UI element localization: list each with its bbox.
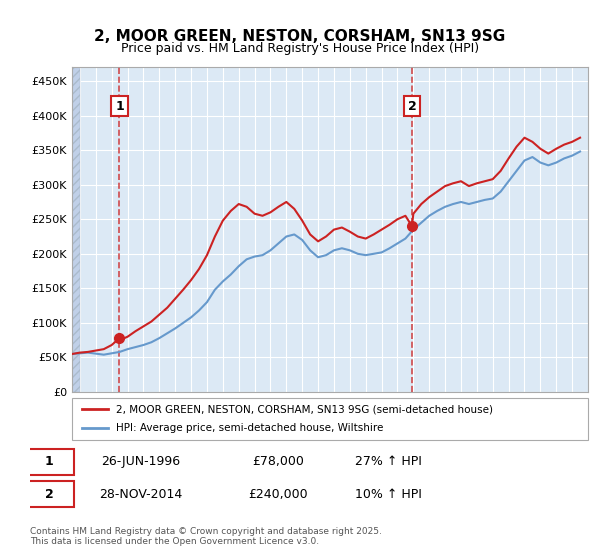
HPI: Average price, semi-detached house, Wiltshire: (2e+03, 5.4e+04): Average price, semi-detached house, Wilt… [100,351,107,358]
Text: 2: 2 [45,488,53,501]
HPI: Average price, semi-detached house, Wiltshire: (2.03e+03, 3.48e+05): Average price, semi-detached house, Wilt… [577,148,584,155]
HPI: Average price, semi-detached house, Wiltshire: (2.01e+03, 2.08e+05): Average price, semi-detached house, Wilt… [338,245,346,251]
2, MOOR GREEN, NESTON, CORSHAM, SN13 9SG (semi-detached house) [449,180,457,186]
Text: 26-JUN-1996: 26-JUN-1996 [101,455,180,469]
Line: 2, MOOR GREEN, NESTON, CORSHAM, SN13 9SG (semi-detached house): 2, MOOR GREEN, NESTON, CORSHAM, SN13 9SG… [72,138,580,354]
Text: Price paid vs. HM Land Registry's House Price Index (HPI): Price paid vs. HM Land Registry's House … [121,42,479,55]
Text: 1: 1 [45,455,53,469]
Text: Contains HM Land Registry data © Crown copyright and database right 2025.
This d: Contains HM Land Registry data © Crown c… [30,526,382,546]
Text: 27% ↑ HPI: 27% ↑ HPI [355,455,422,469]
Text: 10% ↑ HPI: 10% ↑ HPI [355,488,422,501]
Line: HPI: Average price, semi-detached house, Wiltshire: HPI: Average price, semi-detached house,… [72,152,580,354]
Text: 1: 1 [115,100,124,113]
HPI: Average price, semi-detached house, Wiltshire: (2.02e+03, 3.2e+05): Average price, semi-detached house, Wilt… [513,167,520,174]
HPI: Average price, semi-detached house, Wiltshire: (2.02e+03, 3.38e+05): Average price, semi-detached house, Wilt… [560,155,568,162]
2, MOOR GREEN, NESTON, CORSHAM, SN13 9SG (semi-detached house) [68,351,76,357]
Text: 2, MOOR GREEN, NESTON, CORSHAM, SN13 9SG (semi-detached house): 2, MOOR GREEN, NESTON, CORSHAM, SN13 9SG… [116,404,493,414]
HPI: Average price, semi-detached house, Wiltshire: (2.01e+03, 2.28e+05): Average price, semi-detached house, Wilt… [290,231,298,238]
2, MOOR GREEN, NESTON, CORSHAM, SN13 9SG (semi-detached house) [577,134,584,141]
FancyBboxPatch shape [25,449,74,475]
2, MOOR GREEN, NESTON, CORSHAM, SN13 9SG (semi-detached house) [140,323,147,330]
Text: £240,000: £240,000 [248,488,308,501]
2, MOOR GREEN, NESTON, CORSHAM, SN13 9SG (semi-detached house) [545,150,552,157]
HPI: Average price, semi-detached house, Wiltshire: (1.99e+03, 5.5e+04): Average price, semi-detached house, Wilt… [68,351,76,357]
Text: HPI: Average price, semi-detached house, Wiltshire: HPI: Average price, semi-detached house,… [116,423,383,433]
HPI: Average price, semi-detached house, Wiltshire: (2e+03, 1.7e+05): Average price, semi-detached house, Wilt… [227,271,235,278]
Text: £78,000: £78,000 [253,455,304,469]
Text: 28-NOV-2014: 28-NOV-2014 [99,488,182,501]
2, MOOR GREEN, NESTON, CORSHAM, SN13 9SG (semi-detached house) [275,203,282,210]
Text: 2: 2 [407,100,416,113]
FancyBboxPatch shape [72,398,588,440]
2, MOOR GREEN, NESTON, CORSHAM, SN13 9SG (semi-detached house) [299,217,306,224]
2, MOOR GREEN, NESTON, CORSHAM, SN13 9SG (semi-detached house) [124,333,131,340]
Bar [72,67,80,392]
2, MOOR GREEN, NESTON, CORSHAM, SN13 9SG (semi-detached house) [521,134,528,141]
FancyBboxPatch shape [25,481,74,507]
Bar [72,67,80,392]
HPI: Average price, semi-detached house, Wiltshire: (2e+03, 1.18e+05): Average price, semi-detached house, Wilt… [196,307,203,314]
Text: 2, MOOR GREEN, NESTON, CORSHAM, SN13 9SG: 2, MOOR GREEN, NESTON, CORSHAM, SN13 9SG [94,29,506,44]
